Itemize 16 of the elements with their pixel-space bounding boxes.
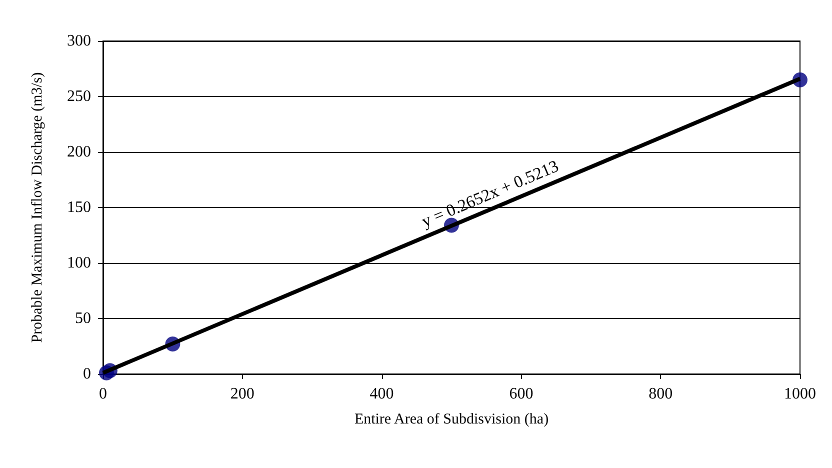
y-tick-label: 50	[75, 310, 91, 327]
x-tick-label: 400	[370, 386, 394, 402]
x-tick-label: 200	[230, 386, 254, 402]
x-tick-label: 0	[99, 386, 107, 402]
x-tick-label: 1000	[784, 386, 816, 402]
x-axis-title: Entire Area of Subdisvision (ha)	[354, 412, 549, 428]
x-tick-label: 600	[509, 386, 534, 402]
y-tick-label: 300	[67, 32, 91, 50]
annotation: y = 0.2652x + 0.5213	[418, 156, 562, 231]
y-tick-label: 0	[83, 366, 91, 382]
y-tick-label: 150	[67, 199, 91, 216]
y-tick-label: 200	[67, 144, 91, 160]
y-axis-title: Probable Maximum Inflow Discharge (m3/s)	[30, 72, 46, 343]
x-tick-label: 800	[648, 386, 673, 402]
y-tick-label: 100	[67, 254, 91, 272]
y-tick-label: 250	[67, 88, 91, 105]
